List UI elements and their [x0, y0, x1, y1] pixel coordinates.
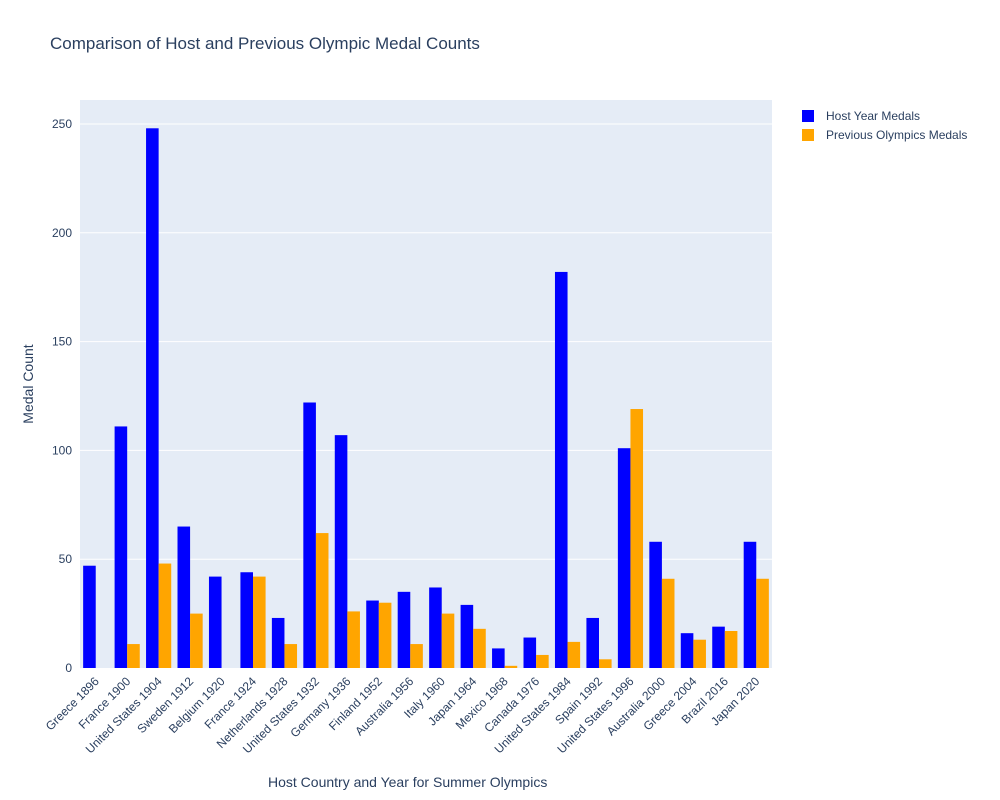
bar-host[interactable] [649, 541, 662, 668]
x-axis-title: Host Country and Year for Summer Olympic… [268, 774, 548, 790]
legend-swatch-host [802, 109, 814, 122]
bar-previous[interactable] [756, 578, 769, 668]
bar-previous[interactable] [661, 578, 675, 668]
bar-previous[interactable] [630, 409, 644, 668]
legend-label-previous: Previous Olympics Medals [826, 127, 968, 142]
bar-host[interactable] [208, 576, 222, 668]
y-tick-label: 200 [52, 226, 72, 240]
bar-host[interactable] [303, 402, 316, 668]
bar-previous[interactable] [158, 563, 172, 668]
y-tick-label: 150 [52, 335, 72, 349]
legend-label-host: Host Year Medals [826, 108, 921, 123]
bar-previous[interactable] [724, 631, 738, 668]
bar-host[interactable] [366, 600, 379, 668]
legend: Host Year Medals Previous Olympics Medal… [802, 106, 967, 144]
bar-previous[interactable] [441, 613, 455, 668]
bar-host[interactable] [114, 426, 128, 668]
bar-previous[interactable] [253, 576, 266, 668]
bar-host[interactable] [586, 617, 599, 668]
y-tick-label: 250 [52, 117, 72, 131]
bar-host[interactable] [554, 271, 568, 668]
bar-host[interactable] [83, 565, 96, 668]
bars [83, 128, 769, 668]
y-tick-label: 50 [59, 552, 73, 566]
legend-swatch-previous [802, 128, 814, 141]
bar-previous[interactable] [599, 659, 612, 668]
bar-previous[interactable] [693, 639, 706, 668]
bar-previous[interactable] [473, 628, 486, 668]
bar-previous[interactable] [315, 533, 329, 668]
legend-item-previous[interactable]: Previous Olympics Medals [802, 125, 967, 144]
bar-previous[interactable] [378, 602, 392, 668]
bar-previous[interactable] [536, 654, 549, 668]
chart-title: Comparison of Host and Previous Olympic … [50, 34, 480, 53]
bar-host[interactable] [146, 128, 159, 668]
bar-host[interactable] [271, 617, 285, 668]
bar-host[interactable] [334, 435, 348, 668]
bar-host[interactable] [240, 572, 253, 668]
bar-host[interactable] [617, 448, 631, 668]
bar-host[interactable] [523, 637, 537, 668]
bar-host[interactable] [492, 648, 505, 668]
y-tick-labels: 0 50 100 150 200 250 [52, 117, 72, 675]
y-tick-label: 0 [65, 661, 72, 675]
bar-host[interactable] [712, 626, 725, 668]
bar-previous[interactable] [567, 641, 581, 668]
y-axis-title: Medal Count [20, 344, 36, 424]
y-tick-label: 100 [52, 443, 72, 457]
bar-host[interactable] [680, 633, 694, 668]
bar-host[interactable] [177, 526, 191, 668]
bar-host[interactable] [397, 591, 411, 668]
bar-previous[interactable] [504, 665, 518, 668]
bar-host[interactable] [743, 541, 757, 668]
bar-previous[interactable] [410, 644, 423, 668]
bar-previous[interactable] [127, 644, 140, 668]
bar-host[interactable] [429, 587, 442, 668]
bar-previous[interactable] [284, 644, 298, 668]
bar-previous[interactable] [347, 611, 360, 668]
bar-host[interactable] [460, 604, 474, 668]
bar-previous[interactable] [190, 613, 203, 668]
legend-item-host[interactable]: Host Year Medals [802, 106, 967, 125]
